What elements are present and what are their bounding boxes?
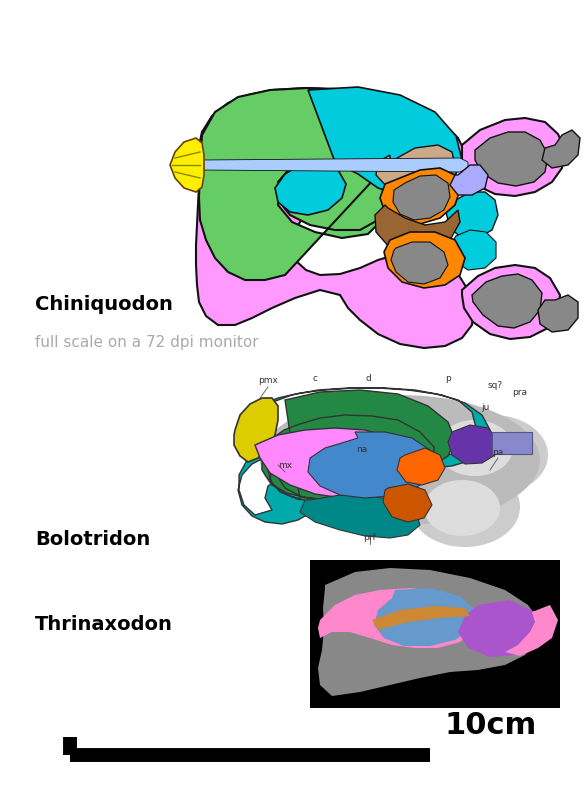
Polygon shape bbox=[462, 265, 560, 339]
Polygon shape bbox=[446, 192, 498, 238]
Polygon shape bbox=[300, 495, 420, 538]
Text: Thrinaxodon: Thrinaxodon bbox=[35, 615, 173, 634]
Polygon shape bbox=[275, 87, 462, 215]
Polygon shape bbox=[462, 118, 565, 196]
Text: pmx: pmx bbox=[258, 376, 278, 385]
Polygon shape bbox=[196, 88, 474, 348]
Text: d: d bbox=[365, 374, 371, 383]
Polygon shape bbox=[308, 432, 435, 498]
Polygon shape bbox=[380, 168, 460, 224]
Text: Chiniquodon: Chiniquodon bbox=[35, 295, 173, 314]
Text: Bolotridon: Bolotridon bbox=[35, 530, 151, 549]
Ellipse shape bbox=[438, 415, 548, 495]
Ellipse shape bbox=[437, 420, 513, 476]
Polygon shape bbox=[375, 205, 460, 255]
Polygon shape bbox=[538, 295, 578, 332]
Polygon shape bbox=[475, 132, 548, 186]
Polygon shape bbox=[198, 158, 468, 172]
Polygon shape bbox=[199, 88, 410, 280]
Ellipse shape bbox=[260, 395, 540, 525]
Polygon shape bbox=[472, 274, 542, 328]
Text: sq?: sq? bbox=[487, 381, 503, 390]
Polygon shape bbox=[450, 165, 488, 195]
Text: mx: mx bbox=[278, 461, 292, 470]
Polygon shape bbox=[448, 425, 498, 464]
Ellipse shape bbox=[410, 467, 520, 547]
Polygon shape bbox=[397, 448, 445, 485]
Text: c: c bbox=[312, 374, 318, 383]
Polygon shape bbox=[376, 145, 455, 195]
Polygon shape bbox=[542, 130, 580, 168]
FancyBboxPatch shape bbox=[310, 560, 560, 708]
Polygon shape bbox=[505, 605, 558, 656]
Polygon shape bbox=[372, 606, 470, 630]
Polygon shape bbox=[170, 138, 204, 192]
Text: full scale on a 72 dpi monitor: full scale on a 72 dpi monitor bbox=[35, 335, 259, 350]
Text: na: na bbox=[356, 445, 368, 454]
Polygon shape bbox=[318, 568, 540, 696]
Polygon shape bbox=[262, 390, 455, 502]
Text: prf: prf bbox=[363, 533, 376, 542]
Polygon shape bbox=[393, 175, 450, 220]
Polygon shape bbox=[384, 232, 465, 288]
FancyBboxPatch shape bbox=[492, 432, 532, 454]
Ellipse shape bbox=[424, 480, 500, 536]
Polygon shape bbox=[318, 588, 478, 648]
Polygon shape bbox=[374, 588, 475, 646]
Polygon shape bbox=[238, 388, 490, 524]
Text: p: p bbox=[445, 374, 451, 383]
Polygon shape bbox=[255, 428, 420, 498]
Text: pa: pa bbox=[492, 448, 504, 457]
Polygon shape bbox=[458, 600, 542, 657]
Text: pra: pra bbox=[513, 388, 527, 397]
Text: ju: ju bbox=[481, 403, 489, 412]
Polygon shape bbox=[391, 242, 448, 284]
Polygon shape bbox=[234, 398, 278, 462]
Polygon shape bbox=[450, 230, 496, 270]
Text: 10cm: 10cm bbox=[445, 711, 537, 740]
Polygon shape bbox=[383, 484, 432, 522]
